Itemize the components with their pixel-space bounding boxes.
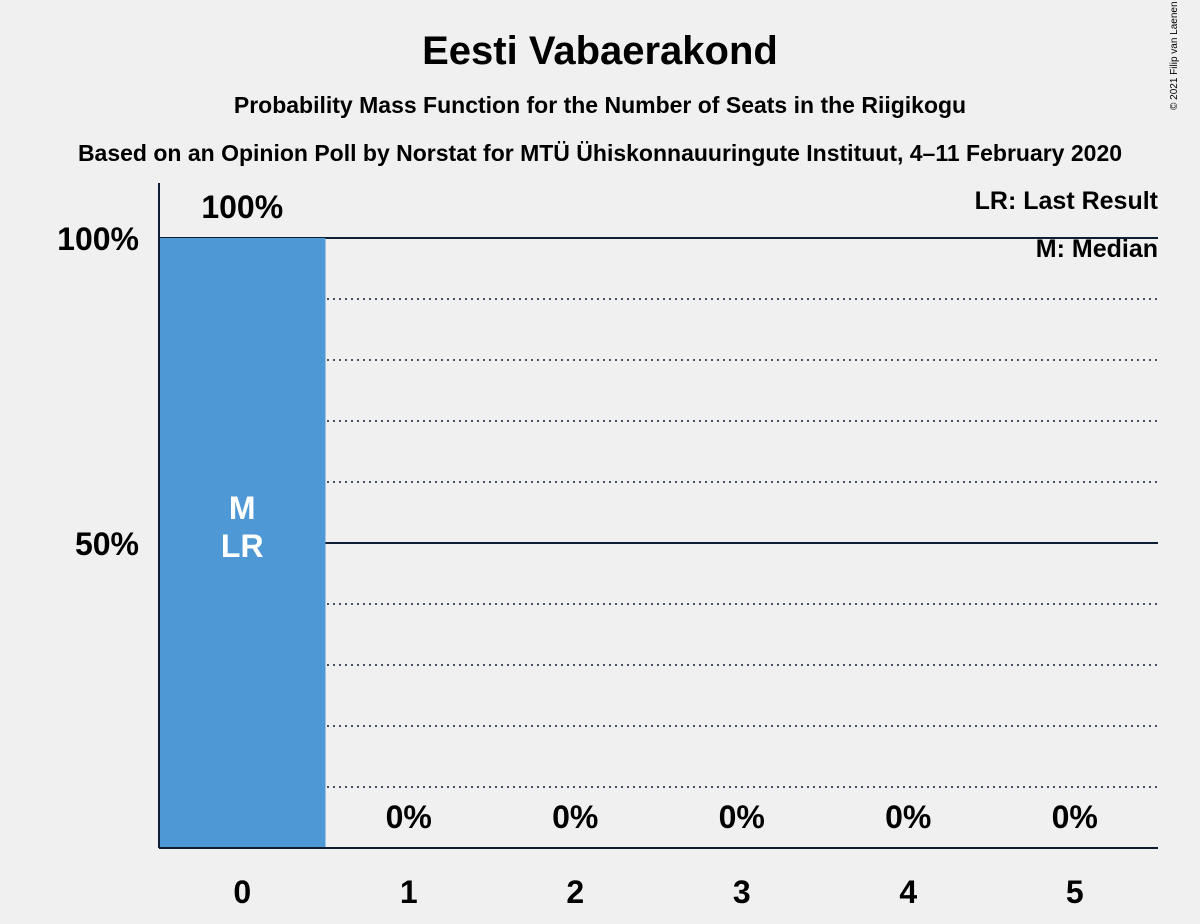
axis-ticks: 50% 100% 0 1 2 3 4 5 xyxy=(57,221,1083,910)
y-tick-label: 100% xyxy=(57,221,139,257)
bar-value-label: 0% xyxy=(552,799,598,835)
y-tick-label: 50% xyxy=(75,526,139,562)
legend-last-result: LR: Last Result xyxy=(975,187,1159,215)
bar-value-label: 0% xyxy=(386,799,432,835)
x-tick-label: 0 xyxy=(233,874,251,910)
bar-annotation: LR xyxy=(221,528,264,564)
value-labels: 100% 0% 0% 0% 0% 0% MLR xyxy=(201,189,1098,835)
bars xyxy=(160,238,326,848)
bar-value-label: 0% xyxy=(885,799,931,835)
x-tick-label: 2 xyxy=(566,874,584,910)
x-tick-label: 5 xyxy=(1066,874,1084,910)
chart-subtitle: Probability Mass Function for the Number… xyxy=(234,92,966,118)
grid-lines xyxy=(159,237,1158,788)
x-tick-label: 3 xyxy=(733,874,751,910)
copyright-text: © 2021 Filip van Laenen xyxy=(1169,1,1180,110)
bar-annotation: M xyxy=(229,490,256,526)
legend-median: M: Median xyxy=(1036,235,1158,263)
bar-value-label: 0% xyxy=(1052,799,1098,835)
bar-value-label: 0% xyxy=(719,799,765,835)
bar-value-label: 100% xyxy=(201,189,283,225)
x-tick-label: 1 xyxy=(400,874,418,910)
chart-source: Based on an Opinion Poll by Norstat for … xyxy=(78,140,1122,166)
bar xyxy=(160,238,326,848)
x-tick-label: 4 xyxy=(899,874,917,910)
chart-title: Eesti Vabaerakond xyxy=(422,29,778,73)
